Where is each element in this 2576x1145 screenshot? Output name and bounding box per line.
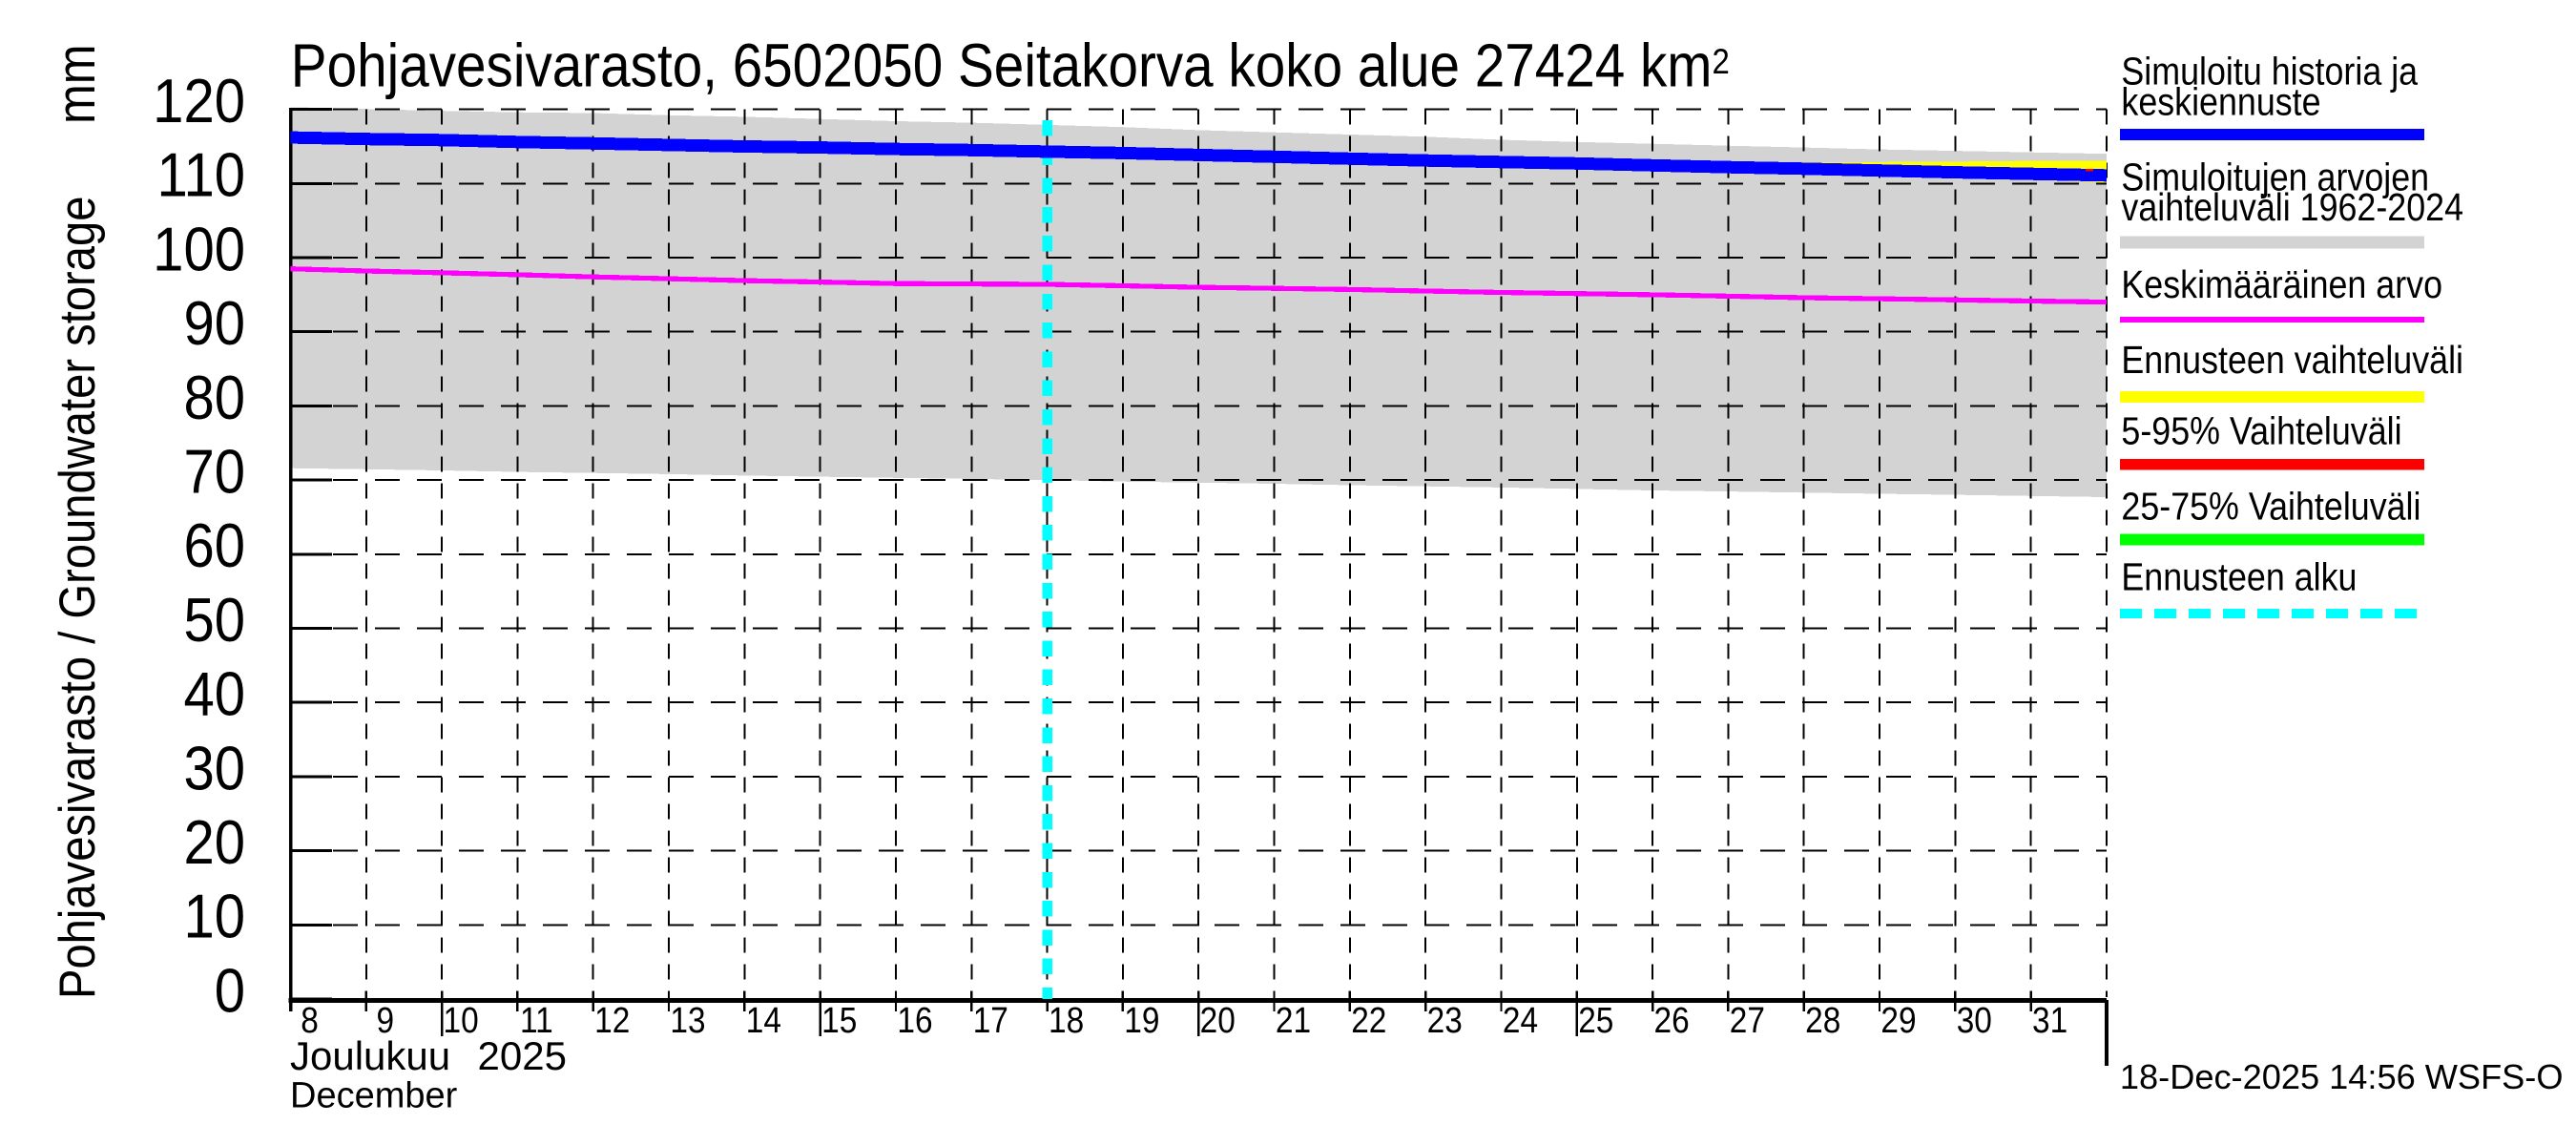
svg-text:17: 17 — [973, 1000, 1008, 1040]
svg-text:0: 0 — [215, 957, 245, 1027]
svg-text:Pohjavesivarasto, 6502050 Seit: Pohjavesivarasto, 6502050 Seitakorva kok… — [291, 31, 1730, 99]
svg-text:23: 23 — [1427, 1000, 1463, 1040]
svg-text:20: 20 — [1200, 1000, 1236, 1040]
svg-text:70: 70 — [183, 438, 245, 508]
svg-text:Ennusteen alku: Ennusteen alku — [2121, 556, 2357, 600]
svg-text:Keskimääräinen arvo: Keskimääräinen arvo — [2121, 263, 2442, 307]
svg-text:19: 19 — [1124, 1000, 1159, 1040]
svg-text:14: 14 — [746, 1000, 781, 1040]
svg-text:40: 40 — [183, 660, 245, 730]
svg-text:15: 15 — [821, 1000, 857, 1040]
svg-text:10: 10 — [183, 883, 245, 952]
svg-text:keskiennuste: keskiennuste — [2121, 81, 2320, 125]
svg-text:Ennusteen vaihteluväli: Ennusteen vaihteluväli — [2121, 339, 2463, 383]
svg-text:100: 100 — [153, 216, 245, 285]
svg-text:18-Dec-2025 14:56 WSFS-O: 18-Dec-2025 14:56 WSFS-O — [2120, 1057, 2564, 1096]
svg-text:12: 12 — [594, 1000, 630, 1040]
svg-text:13: 13 — [670, 1000, 705, 1040]
svg-text:Pohjavesivarasto / Groundwater: Pohjavesivarasto / Groundwater storage — [49, 197, 105, 999]
svg-text:80: 80 — [183, 364, 245, 433]
svg-text:90: 90 — [183, 289, 245, 359]
svg-text:30: 30 — [183, 734, 245, 803]
svg-text:20: 20 — [183, 808, 245, 878]
svg-text:Simuloitu historia ja: Simuloitu historia ja — [2121, 51, 2418, 94]
svg-text:18: 18 — [1049, 1000, 1084, 1040]
svg-text:8: 8 — [301, 1000, 319, 1040]
svg-text:December: December — [290, 1075, 458, 1115]
svg-text:110: 110 — [156, 141, 245, 211]
svg-text:24: 24 — [1503, 1000, 1538, 1040]
svg-text:31: 31 — [2032, 1000, 2067, 1040]
svg-text:mm: mm — [46, 44, 107, 124]
svg-text:27: 27 — [1730, 1000, 1765, 1040]
svg-text:26: 26 — [1654, 1000, 1690, 1040]
svg-text:vaihteluväli 1962-2024: vaihteluväli 1962-2024 — [2121, 186, 2463, 230]
svg-text:10: 10 — [444, 1000, 479, 1040]
svg-text:5-95% Vaihteluväli: 5-95% Vaihteluväli — [2121, 409, 2401, 453]
svg-text:25: 25 — [1578, 1000, 1613, 1040]
svg-text:9: 9 — [377, 1000, 395, 1040]
svg-text:22: 22 — [1351, 1000, 1386, 1040]
svg-text:2025: 2025 — [478, 1033, 567, 1078]
svg-text:11: 11 — [520, 1000, 553, 1040]
svg-text:60: 60 — [183, 511, 245, 581]
svg-text:21: 21 — [1276, 1000, 1311, 1040]
svg-text:Simuloitujen arvojen: Simuloitujen arvojen — [2121, 156, 2429, 199]
svg-text:28: 28 — [1805, 1000, 1840, 1040]
svg-text:Joulukuu: Joulukuu — [290, 1033, 450, 1078]
svg-text:30: 30 — [1957, 1000, 1992, 1040]
svg-text:16: 16 — [897, 1000, 932, 1040]
svg-text:50: 50 — [183, 586, 245, 656]
svg-text:29: 29 — [1880, 1000, 1916, 1040]
svg-text:25-75% Vaihteluväli: 25-75% Vaihteluväli — [2121, 485, 2420, 529]
svg-text:120: 120 — [153, 67, 245, 136]
